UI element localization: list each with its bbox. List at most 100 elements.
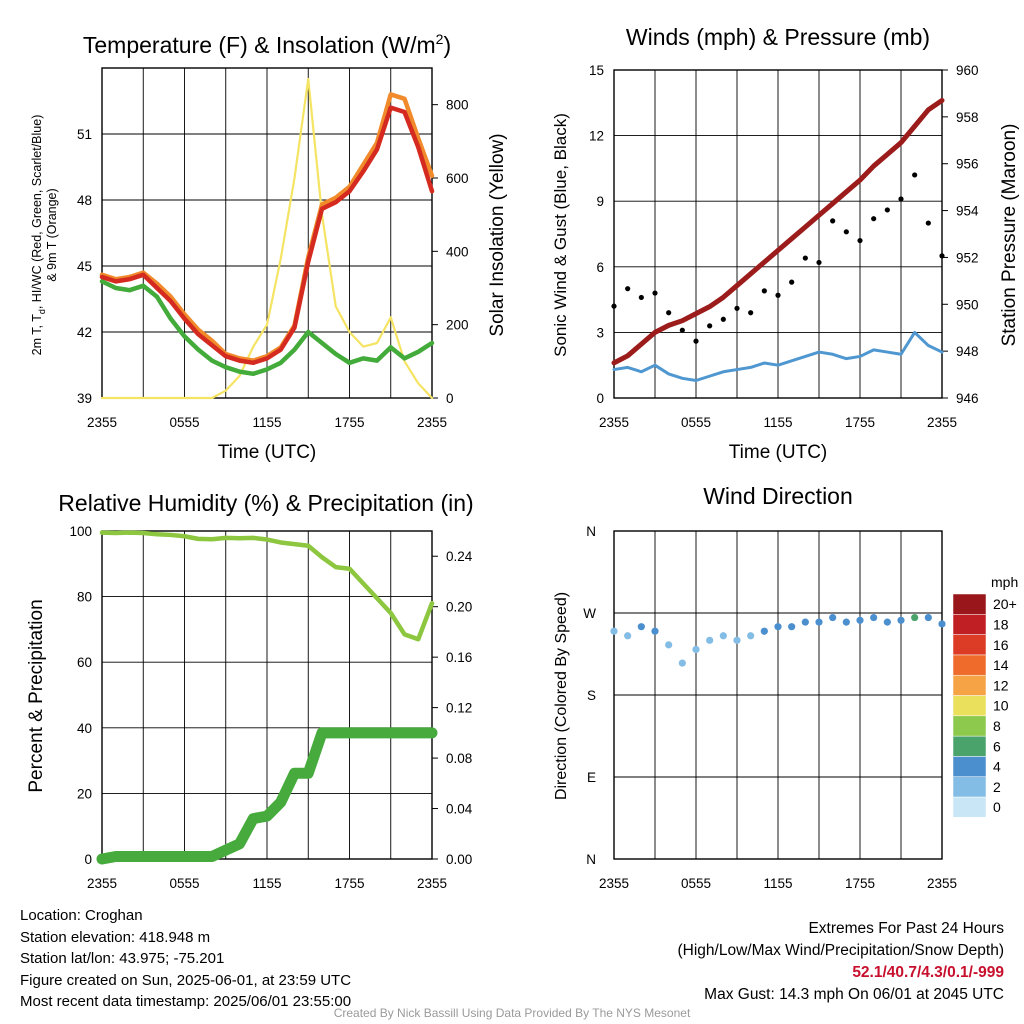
series-line-solar	[100, 77, 434, 400]
temperature-ytick-label: 42	[77, 325, 92, 340]
temperature-ytick-right-label: 600	[446, 171, 469, 186]
legend-label: 8	[993, 718, 1001, 734]
humidity-xtick-label: 2355	[417, 876, 447, 891]
temperature-ytick-right-label: 0	[446, 391, 454, 406]
extremes-subtitle: (High/Low/Max Wind/Precipitation/Snow De…	[677, 942, 1005, 959]
legend-swatch	[952, 593, 987, 615]
temperature-ylabel-left-line2: & 9m T (Orange)	[45, 188, 59, 281]
gust-point	[925, 220, 931, 226]
winds-ytick-label: 12	[589, 129, 604, 144]
gust-point	[611, 303, 617, 309]
direction-xtick-label: 1755	[845, 876, 875, 891]
legend-swatch	[952, 735, 987, 757]
direction-xtick-label: 2355	[927, 876, 957, 891]
extremes-values: 52.1/40.7/4.3/0.1/-999	[852, 964, 1004, 981]
humidity-ytick-label: 100	[69, 524, 92, 539]
direction-point	[856, 616, 864, 624]
gust-point	[707, 323, 713, 329]
elevation-text: Station elevation: 418.948 m	[20, 928, 211, 946]
gust-point	[912, 172, 918, 178]
station-info: Location: Croghan Station elevation: 418…	[20, 905, 351, 1013]
gust-point	[693, 338, 699, 344]
direction-point	[733, 636, 741, 644]
gust-point	[638, 294, 644, 301]
winds-xlabel: Time (UTC)	[729, 442, 828, 463]
recent-data-text: Most recent data timestamp: 2025/06/01 2…	[20, 993, 352, 1010]
humidity-ytick-label: 20	[77, 786, 92, 801]
legend-label: 12	[993, 677, 1009, 693]
gust-point	[652, 290, 658, 296]
series-line-td	[99, 279, 435, 377]
gust-point	[625, 286, 631, 292]
direction-ylabel-left: Direction (Colored By Speed)	[553, 592, 570, 800]
direction-point	[897, 616, 905, 624]
temperature-xlabel: Time (UTC)	[218, 442, 317, 463]
temperature-ytick-right-label: 800	[446, 98, 469, 113]
direction-point	[610, 627, 618, 635]
legend-swatch	[952, 756, 987, 777]
credit-text: Created By Nick Bassill Using Data Provi…	[333, 1006, 691, 1020]
max-gust-text: Max Gust: 14.3 mph On 06/01 at 2045 UTC	[704, 986, 1004, 1003]
humidity-axes: 0 20 40 60 80 100 0.00 0.04 0.08 0.12 0.16 0.20 0.24…	[69, 524, 472, 891]
winds-ytick-label: 6	[596, 260, 604, 275]
humidity-ytick-right-label: 0.00	[446, 852, 472, 867]
direction-point	[815, 618, 823, 626]
direction-point	[938, 620, 946, 628]
humidity-ytick-right-label: 0.16	[446, 650, 472, 665]
humidity-ytick-right-label: 0.04	[446, 802, 473, 817]
series-line-precip	[96, 727, 438, 865]
extremes-box: Extremes For Past 24 Hours (High/Low/Max…	[678, 918, 1005, 1006]
direction-legend: 0 2 4 6 8 10 12 14 16 18 20+	[952, 593, 1017, 818]
series-line-rh	[99, 530, 435, 642]
humidity-ytick-right-label: 0.20	[446, 600, 472, 615]
legend-swatch	[952, 796, 987, 818]
direction-frame	[613, 530, 943, 860]
humidity-ytick-label: 40	[77, 721, 92, 736]
legend-label: 10	[993, 698, 1009, 714]
gust-point	[720, 316, 726, 322]
direction-point	[692, 645, 700, 654]
legend-label: 20+	[993, 596, 1017, 612]
extremes-title: Extremes For Past 24 Hours	[808, 920, 1004, 937]
direction-point	[801, 618, 809, 626]
temperature-ytick-right-label: 200	[446, 318, 469, 333]
humidity-ytick-right-label: 0.12	[446, 701, 472, 716]
winds-axes: 0 3 6 9 12 15 946 948 950 952 954 956 958 960 2355 0555…	[589, 63, 979, 430]
direction-ytick-label: N	[586, 852, 596, 867]
legend-label: 18	[993, 616, 1009, 632]
legend-label: 6	[993, 738, 1001, 754]
humidity-ylabel-left: Percent & Precipitation	[26, 599, 47, 792]
gust-point	[857, 237, 863, 244]
legend-label: 16	[993, 637, 1009, 653]
gust-point	[666, 310, 672, 316]
created-text: Figure created on Sun, 2025-06-01, at 23…	[20, 971, 352, 989]
humidity-ytick-label: 0	[84, 852, 92, 867]
temperature-ytick-label: 48	[77, 193, 92, 208]
humidity-xtick-label: 2355	[87, 876, 117, 891]
gust-point	[775, 292, 781, 298]
gust-point	[789, 279, 795, 285]
temperature-ytick-label: 51	[77, 127, 92, 142]
series-line-wind	[612, 330, 944, 383]
temperature-ylabel-right: Solar Insolation (Yellow)	[487, 133, 508, 336]
humidity-ytick-label: 60	[77, 655, 92, 670]
temperature-title: Temperature (F) & Insolation (W/m2)	[83, 31, 451, 58]
temperature-xtick-label: 1155	[252, 415, 281, 430]
meteogram-svg: Temperature (F) & Insolation (W/m2) Wind…	[26, 24, 1020, 891]
direction-point	[911, 613, 919, 622]
direction-point	[665, 641, 673, 649]
legend-label: 4	[993, 759, 1001, 775]
humidity-ytick-label: 80	[77, 590, 92, 605]
legend-label: 2	[993, 779, 1001, 795]
winds-frame	[613, 69, 943, 399]
gust-point	[843, 229, 849, 235]
temperature-ytick-label: 39	[77, 391, 92, 406]
winds-xtick-label: 2355	[599, 415, 629, 430]
direction-xtick-label: 0555	[681, 876, 711, 891]
humidity-frame	[101, 530, 433, 860]
winds-ylabel-right: Station Pressure (Maroon)	[999, 124, 1020, 347]
winds-ytick-right-label: 960	[956, 63, 979, 78]
location-text: Location: Croghan	[20, 907, 143, 924]
